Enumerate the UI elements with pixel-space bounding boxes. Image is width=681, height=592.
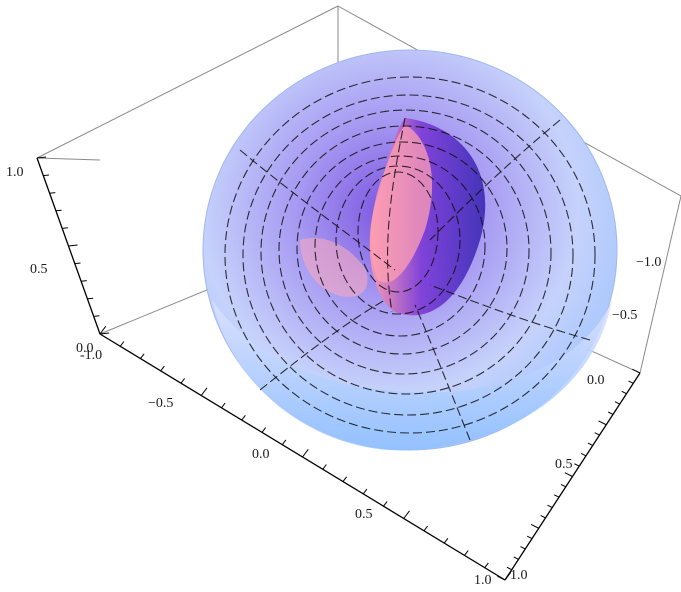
z-axis-tick	[49, 192, 56, 194]
x-axis-tick	[423, 525, 429, 532]
x-tick-label: 0.0	[252, 447, 270, 462]
z-axis-tick	[43, 174, 50, 177]
x-axis-tick	[119, 341, 125, 347]
y-axis-tick	[628, 380, 634, 384]
x-axis-tick	[241, 414, 246, 421]
x-axis-tick	[281, 439, 287, 446]
z-tick-label: 0.0	[76, 341, 94, 356]
y-axis-tick	[526, 535, 533, 540]
x-axis-tick	[403, 510, 410, 519]
surface-mesh	[224, 76, 596, 441]
x-axis-tick	[464, 550, 469, 556]
z-axis-tick	[99, 332, 110, 335]
x-axis-tick	[200, 387, 208, 396]
z-axis-tick	[87, 297, 94, 300]
z-axis-tick	[55, 209, 62, 212]
z-axis-tick	[36, 156, 47, 159]
y-axis-tick	[587, 442, 593, 446]
torus-surface	[202, 49, 618, 451]
axis-ticks	[36, 156, 641, 581]
x-axis-tick	[342, 476, 348, 482]
y-axis-tick	[497, 575, 506, 581]
y-axis-tick	[607, 411, 614, 415]
y-tick-label: 0.5	[555, 457, 573, 472]
y-axis-tick	[513, 556, 519, 560]
y-tick-label: 1.0	[510, 568, 528, 583]
x-tick-label: 1.0	[474, 573, 492, 588]
x-axis-tick	[261, 427, 267, 433]
z-tick-label: 1.0	[6, 165, 24, 180]
x-axis-tick	[221, 402, 226, 409]
surface-lower-rim	[212, 300, 612, 451]
y-axis-tick	[632, 368, 641, 374]
x-axis-tick	[180, 378, 186, 384]
z-axis-tick	[81, 280, 87, 282]
x-tick-label: -1.0	[80, 348, 102, 363]
y-axis-tick	[540, 515, 546, 519]
y-axis-tick	[506, 566, 512, 571]
x-tick-label: −0.5	[148, 396, 173, 411]
y-axis-tick	[598, 420, 607, 426]
x-axis-tick	[383, 501, 388, 507]
surface-left-pink	[300, 237, 368, 297]
y-axis-tick	[614, 401, 620, 405]
x-axis-tick	[443, 537, 449, 544]
z-axis-tick	[62, 227, 68, 229]
x-axis-tick	[140, 353, 145, 359]
x-axis-tick	[160, 365, 165, 372]
z-tick-label: 0.5	[30, 262, 48, 277]
z-axis-tick	[93, 315, 100, 317]
x-axis-tick	[99, 326, 107, 335]
y-axis-tick	[553, 494, 560, 498]
x-tick-label: 0.5	[355, 507, 373, 522]
y-tick-label: −1.0	[636, 255, 661, 270]
y-axis-tick	[594, 432, 600, 436]
z-axis-tick	[74, 262, 81, 265]
y-axis-tick	[547, 504, 553, 508]
y-axis-tick	[564, 472, 573, 477]
x-axis-tick	[322, 464, 327, 470]
y-axis-tick	[580, 452, 587, 457]
y-axis-tick	[574, 463, 580, 467]
y-axis-tick	[520, 546, 526, 550]
x-axis-tick	[484, 562, 489, 569]
surface-pink-highlight	[370, 125, 433, 283]
y-tick-label: 0.0	[587, 373, 605, 388]
y-axis-tick	[530, 523, 539, 529]
y-axis-tick	[621, 390, 627, 395]
z-axis-tick	[68, 244, 78, 247]
x-axis-tick	[504, 572, 512, 581]
y-axis-tick	[560, 484, 566, 488]
y-tick-label: −0.5	[612, 308, 637, 323]
x-axis-tick	[362, 488, 368, 495]
x-axis-tick	[302, 449, 309, 458]
